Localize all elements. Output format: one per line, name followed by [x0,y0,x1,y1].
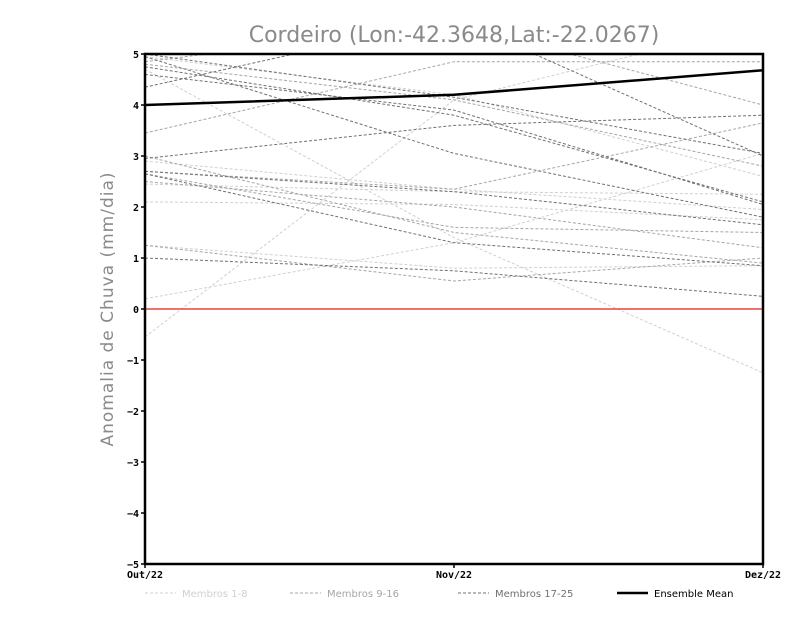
y-tick-label: −3 [127,458,139,469]
y-axis-label: Anomalia de Chuva (mm/dia) [98,171,118,446]
ensemble-mean-line [145,69,763,107]
legend-label-mean: Ensemble Mean [654,589,733,600]
member-line-8 [145,183,763,195]
member-line-14 [145,244,763,282]
member-line-17 [145,54,763,157]
y-tick-label: 0 [133,305,139,316]
member-line-25 [145,66,763,203]
y-tick-label: −1 [127,356,139,367]
member-line-6 [145,201,763,221]
member-line-11 [145,122,763,190]
member-line-5 [145,56,763,177]
y-tick-label: 1 [133,254,139,265]
y-tick-label: 2 [133,203,139,214]
member-line-1 [145,54,642,338]
series-layer [145,54,763,374]
legend-label-g2: Membros 9-16 [327,589,399,600]
y-tick-label: 4 [133,101,139,112]
member-line-21 [145,173,763,267]
member-line-3 [145,160,763,210]
x-axis-ticks: Out/22 Nov/22 Dez/22 [127,564,781,581]
member-line-2 [145,152,763,300]
member-line-9 [145,61,763,134]
member-line-4 [145,68,763,374]
x-tick-label: Out/22 [127,570,163,581]
member-line-19 [145,114,763,159]
legend-label-g3: Membros 17-25 [495,589,573,600]
member-line-16 [145,155,763,264]
x-tick-label: Dez/22 [745,570,781,581]
member-line-18 [145,56,763,218]
member-line-23 [145,54,763,154]
member-line-7 [145,244,763,269]
y-tick-label: −4 [127,509,139,520]
member-line-12 [145,63,763,167]
legend-label-g1: Membros 1-8 [182,589,248,600]
legend: Membros 1-8 Membros 9-16 Membros 17-25 Ense… [145,589,733,600]
chart-title: Cordeiro (Lon:-42.3648,Lat:-22.0267) [249,23,660,48]
y-axis-ticks: −5 −4 −3 −2 −1 0 1 2 3 4 5 [127,50,145,571]
y-tick-label: 3 [133,152,139,163]
member-line-20 [145,257,763,297]
x-tick-label: Nov/22 [436,570,472,581]
y-tick-label: −2 [127,407,139,418]
member-line-13 [145,181,763,249]
y-tick-label: −5 [127,560,139,571]
y-tick-label: 5 [133,50,139,61]
member-line-24 [145,170,763,226]
